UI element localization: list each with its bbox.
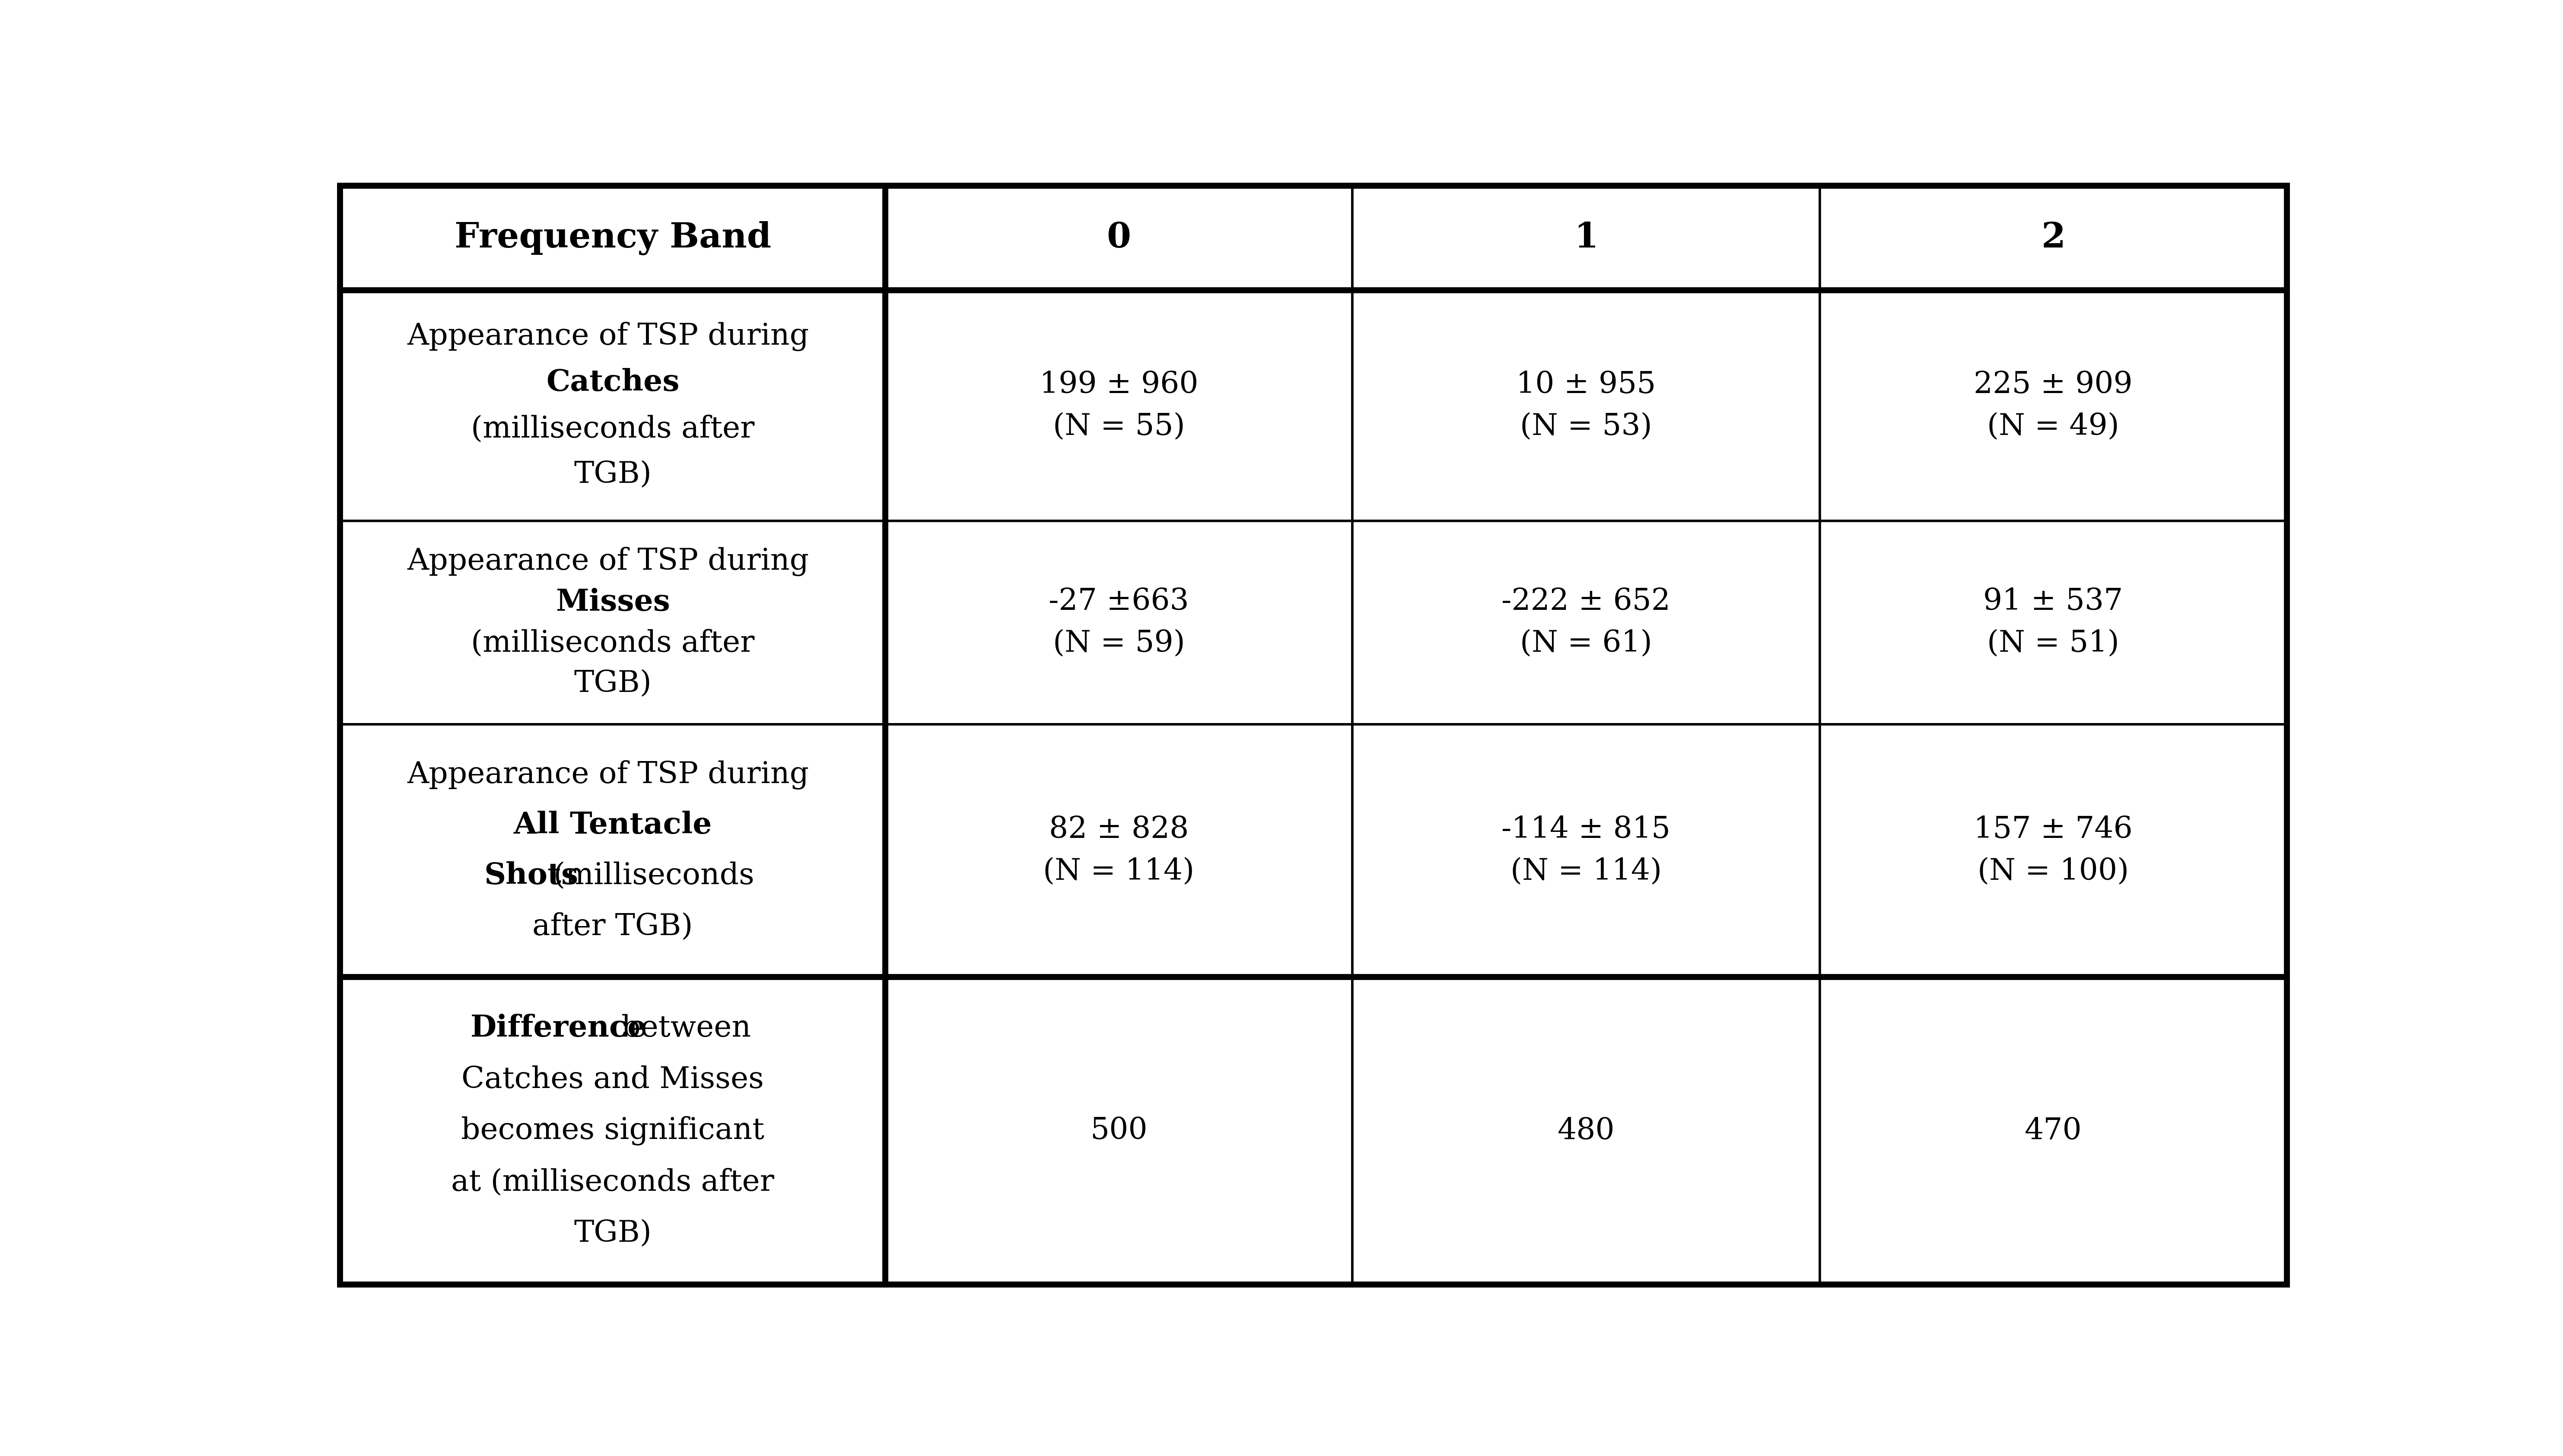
Text: -222 ± 652
(N = 61): -222 ± 652 (N = 61) [1502, 587, 1671, 658]
Text: 82 ± 828
(N = 114): 82 ± 828 (N = 114) [1043, 815, 1194, 887]
Bar [884, 724, 1353, 977]
Bar [341, 186, 884, 290]
Bar [884, 977, 1353, 1284]
Text: (milliseconds after: (milliseconds after [472, 629, 754, 657]
Text: 157 ± 746
(N = 100): 157 ± 746 (N = 100) [1974, 815, 2132, 887]
Text: 1: 1 [1574, 221, 1599, 255]
Text: TGB): TGB) [574, 670, 651, 697]
Text: Catches: Catches [546, 368, 679, 397]
Bar [1820, 977, 2286, 1284]
Text: Misses: Misses [556, 588, 669, 617]
Bar [1353, 186, 1820, 290]
Text: Catches and Misses: Catches and Misses [461, 1066, 764, 1093]
Text: at (milliseconds after: at (milliseconds after [451, 1168, 774, 1197]
Bar [1353, 977, 1820, 1284]
Text: between: between [613, 1013, 751, 1042]
Bar [1820, 186, 2286, 290]
Text: 225 ± 909
(N = 49): 225 ± 909 (N = 49) [1974, 370, 2132, 441]
Bar [1353, 724, 1820, 977]
Text: TGB): TGB) [574, 1219, 651, 1248]
Text: 480: 480 [1558, 1117, 1615, 1144]
Bar [341, 521, 884, 724]
Text: -27 ±663
(N = 59): -27 ±663 (N = 59) [1048, 587, 1189, 658]
Bar [884, 521, 1353, 724]
Text: TGB): TGB) [574, 460, 651, 489]
Bar [1353, 521, 1820, 724]
Text: 0: 0 [1107, 221, 1130, 255]
Bar [341, 977, 884, 1284]
Text: All Tentacle: All Tentacle [513, 811, 713, 840]
Text: Appearance of TSP during: Appearance of TSP during [408, 322, 818, 351]
Text: (milliseconds after: (milliseconds after [472, 415, 754, 443]
Text: 10 ± 955
(N = 53): 10 ± 955 (N = 53) [1517, 370, 1656, 441]
Text: becomes significant: becomes significant [461, 1117, 764, 1146]
Text: Appearance of TSP during: Appearance of TSP during [408, 547, 818, 577]
Bar [341, 290, 884, 521]
Text: 470: 470 [2025, 1117, 2081, 1144]
Bar [884, 290, 1353, 521]
Text: -114 ± 815
(N = 114): -114 ± 815 (N = 114) [1502, 815, 1671, 887]
Text: Frequency Band: Frequency Band [454, 221, 771, 255]
Bar [1820, 521, 2286, 724]
Text: 2: 2 [2040, 221, 2066, 255]
Bar [341, 724, 884, 977]
Text: (milliseconds: (milliseconds [543, 862, 754, 890]
Text: Shots: Shots [484, 862, 579, 891]
Text: 91 ± 537
(N = 51): 91 ± 537 (N = 51) [1984, 587, 2122, 658]
Bar [1820, 724, 2286, 977]
Bar [1820, 290, 2286, 521]
Text: after TGB): after TGB) [533, 911, 692, 941]
Text: 199 ± 960
(N = 55): 199 ± 960 (N = 55) [1041, 370, 1199, 441]
Bar [1353, 290, 1820, 521]
Bar [884, 186, 1353, 290]
Text: 500: 500 [1089, 1117, 1148, 1144]
Text: Difference: Difference [472, 1013, 646, 1042]
Text: Appearance of TSP during: Appearance of TSP during [408, 760, 818, 789]
